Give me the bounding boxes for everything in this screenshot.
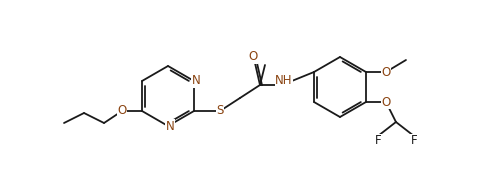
Text: N: N <box>165 120 174 133</box>
Text: F: F <box>374 134 381 147</box>
Text: O: O <box>118 104 126 117</box>
Text: S: S <box>216 104 224 117</box>
Text: O: O <box>381 96 391 108</box>
Text: NH: NH <box>275 74 293 87</box>
Text: O: O <box>381 66 391 79</box>
Text: F: F <box>411 134 417 147</box>
Text: N: N <box>192 74 201 87</box>
Text: O: O <box>248 50 257 63</box>
